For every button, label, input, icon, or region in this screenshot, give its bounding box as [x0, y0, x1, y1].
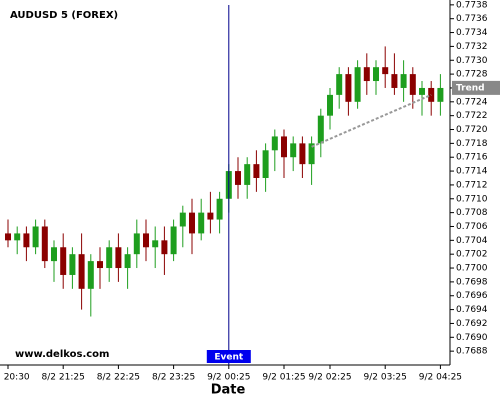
candle-body [32, 226, 39, 248]
candle-body [308, 143, 315, 165]
candle-body [437, 87, 444, 102]
x-tick-label: 8/2 21:25 [42, 373, 85, 383]
trend-label-box [452, 80, 500, 95]
y-tick-label: 0.7696 [456, 291, 488, 301]
candle-body [69, 254, 76, 275]
y-tick-label: 0.7698 [456, 277, 488, 287]
candle-body [51, 247, 57, 262]
candle-body [281, 136, 287, 158]
candle-body [262, 150, 269, 178]
x-tick-label: 9/2 03:25 [364, 373, 407, 383]
y-tick-label: 0.7704 [456, 236, 488, 246]
candle-body [133, 233, 140, 255]
candle-body [235, 171, 241, 185]
event-label-box [206, 350, 251, 363]
candle-body [299, 143, 306, 165]
x-tick-label: 9/2 01:25 [262, 373, 305, 383]
x-tick-label: 9/2 02:25 [308, 373, 351, 383]
y-tick-label: 0.7736 [456, 14, 488, 24]
candle-body [124, 254, 131, 269]
candle-body [409, 74, 416, 95]
candle-body [41, 226, 48, 262]
y-tick-label: 0.7738 [456, 0, 488, 10]
candle-body [336, 74, 343, 95]
candle-body [345, 74, 352, 102]
y-tick-label: 0.7732 [456, 42, 488, 52]
y-tick-label: 0.7722 [456, 111, 488, 121]
y-tick-label: 0.7730 [456, 56, 488, 66]
y-tick-label: 0.7724 [456, 97, 488, 107]
candle-body [400, 74, 407, 88]
candle-body [23, 233, 30, 248]
candle-body [189, 212, 195, 234]
candle-body [198, 212, 205, 234]
candle-body [106, 247, 113, 269]
candle-body [363, 67, 370, 82]
candle-body [216, 198, 223, 220]
x-tick-label: 9/2 00:25 [207, 373, 250, 383]
y-tick-label: 0.7718 [456, 139, 488, 149]
x-tick-label: 8/2 23:25 [152, 373, 195, 383]
trend-label: Trend [456, 83, 485, 93]
candle-body [87, 261, 94, 289]
candle-body [373, 67, 379, 82]
y-tick-label: 0.7692 [456, 319, 488, 329]
x-tick-label: 9/2 04:25 [419, 373, 462, 383]
y-tick-label: 0.7708 [456, 208, 488, 218]
y-tick-label: 0.7706 [456, 222, 488, 232]
candle-body [354, 67, 361, 102]
y-tick-label: 0.7710 [456, 194, 488, 204]
candle-body [244, 164, 251, 185]
chart-title: AUDUSD 5 (FOREX) [10, 10, 118, 21]
event-label: Event [214, 353, 244, 363]
y-tick-label: 0.7690 [456, 333, 488, 343]
watermark: www.delkos.com [15, 349, 109, 360]
x-axis-title: Date [211, 383, 246, 398]
candle-body [152, 240, 159, 248]
candle-body [290, 143, 297, 158]
candle-body [143, 233, 149, 248]
candle-body [317, 115, 324, 144]
candle-body [253, 164, 260, 178]
y-tick-label: 0.7702 [456, 250, 488, 260]
candle-body [115, 247, 122, 269]
y-tick-label: 0.7720 [456, 125, 488, 135]
candle-body [271, 136, 278, 151]
y-tick-label: 0.7714 [456, 167, 488, 177]
y-tick-label: 0.7688 [456, 347, 488, 357]
y-tick-label: 0.7712 [456, 180, 488, 190]
y-tick-label: 0.7716 [456, 153, 488, 163]
x-tick-label: 8/2 20:30 [0, 373, 30, 383]
x-tick-label: 8/2 22:25 [97, 373, 140, 383]
candle-body [179, 212, 186, 227]
y-tick-label: 0.7700 [456, 264, 488, 274]
y-tick-label: 0.7728 [456, 70, 488, 80]
candle-body [97, 261, 103, 269]
candle-body [382, 67, 389, 75]
candle-body [60, 247, 67, 275]
y-tick-label: 0.7694 [456, 305, 488, 315]
candle-body [5, 233, 11, 241]
candle-body [391, 74, 398, 88]
candle-body [170, 226, 177, 255]
candle-body [207, 212, 214, 220]
candle-body [327, 94, 333, 116]
candle-body [419, 87, 425, 95]
candle-body [161, 240, 168, 255]
y-tick-label: 0.7734 [456, 28, 488, 38]
candle-body [14, 233, 21, 241]
candle-body [78, 254, 85, 289]
trend-line [311, 93, 432, 148]
